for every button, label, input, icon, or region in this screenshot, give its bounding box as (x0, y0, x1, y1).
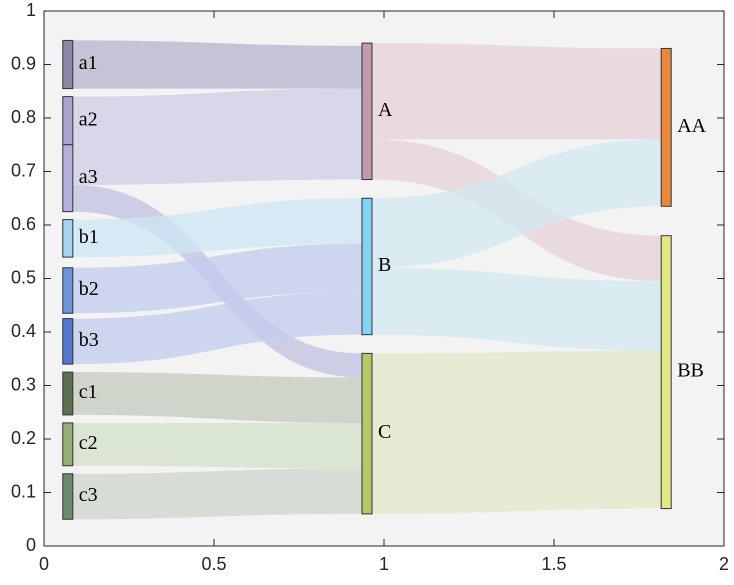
node-c3 (62, 473, 74, 520)
node-A (361, 42, 373, 181)
node-B (361, 197, 373, 336)
node-label-layer: a1 a2 a3 b1 b2 b3 c1 c2 c3 A B C AA BB (79, 52, 707, 506)
y-tick-label: 0 (26, 535, 36, 555)
node-label-BB: BB (677, 360, 704, 382)
node-label-a3: a3 (79, 166, 98, 188)
link-a2-A (72, 88, 363, 145)
x-tick-label: 2 (719, 554, 729, 574)
node-label-b1: b1 (79, 226, 99, 248)
link-layer (72, 40, 662, 520)
node-label-c1: c1 (79, 381, 98, 403)
y-tick-label: 0.8 (11, 107, 36, 127)
link-c2-C (72, 422, 363, 469)
node-label-a2: a2 (79, 108, 98, 130)
x-tick-label: 0.5 (201, 554, 226, 574)
y-tick-label: 0.2 (11, 428, 36, 448)
y-tick-label: 0.3 (11, 374, 36, 394)
node-label-A: A (378, 99, 393, 121)
node-label-C: C (378, 421, 391, 443)
node-b3 (62, 318, 74, 365)
node-label-B: B (378, 254, 391, 276)
x-tick-label: 1.5 (541, 554, 566, 574)
y-tick-label: 0.5 (11, 267, 36, 287)
node-a1 (62, 39, 74, 90)
node-c2 (62, 422, 74, 467)
x-tick-label: 1 (379, 554, 389, 574)
link-b1-B (72, 198, 363, 258)
node-label-a1: a1 (79, 52, 98, 74)
link-B-BB (372, 267, 662, 351)
node-c1 (62, 371, 74, 416)
node-label-c2: c2 (79, 432, 98, 454)
y-tick-label: 0.4 (11, 321, 36, 341)
y-tick-label: 1 (26, 0, 36, 20)
node-C (361, 352, 373, 515)
link-B-AA (372, 139, 662, 268)
link-b3-B (72, 291, 363, 365)
node-layer (62, 39, 672, 520)
link-c3-C (72, 468, 363, 520)
node-AA (660, 47, 672, 207)
link-c1-C (72, 372, 363, 423)
y-tick-label: 0.7 (11, 160, 36, 180)
link-a3-A (72, 131, 363, 185)
node-b1 (62, 219, 74, 258)
node-BB (660, 235, 672, 510)
y-tick-label: 0.1 (11, 481, 36, 501)
y-tick-label: 0.9 (11, 53, 36, 73)
y-tick-label: 0.6 (11, 214, 36, 234)
node-label-b3: b3 (79, 329, 99, 351)
link-C-BB (372, 350, 662, 514)
node-label-AA: AA (677, 115, 706, 137)
node-a3 (62, 144, 74, 213)
link-A-AA (372, 43, 662, 140)
node-a2 (62, 96, 74, 146)
node-label-c3: c3 (79, 484, 98, 506)
x-tick-label: 0 (39, 554, 49, 574)
node-b2 (62, 267, 74, 314)
axes: 0 0.5 1 1.5 2 0 0.1 0.2 0.3 0.4 0.5 0.6 0.7 0.8 0.9 1 (11, 0, 729, 574)
node-label-b2: b2 (79, 278, 99, 300)
link-b2-B (72, 243, 363, 314)
link-a1-A (72, 40, 363, 89)
